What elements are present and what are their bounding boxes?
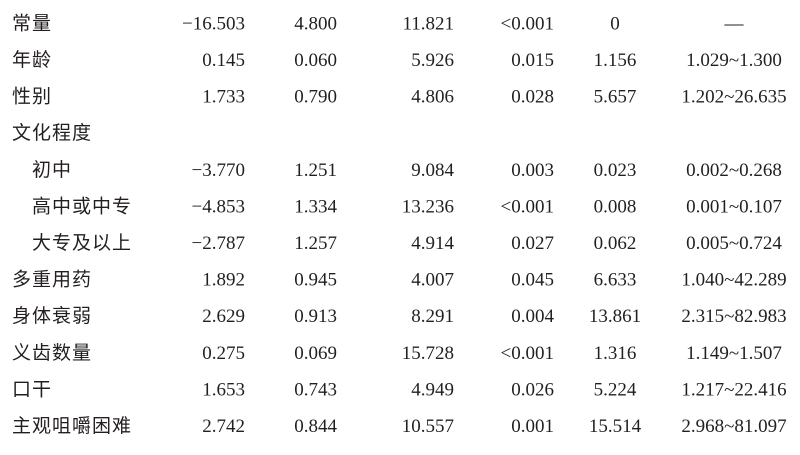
cell: 1.029~1.300 xyxy=(686,50,782,71)
cell: 0.743 xyxy=(294,379,337,400)
cell: 0.028 xyxy=(511,87,554,108)
cell: 1.156 xyxy=(594,50,637,71)
cell: 0.023 xyxy=(594,160,637,181)
cell: — xyxy=(724,13,745,34)
row-label: 身体衰弱 xyxy=(12,305,92,327)
row-label: 口干 xyxy=(12,379,52,400)
cell: 1.334 xyxy=(294,196,337,217)
cell: 13.861 xyxy=(589,306,641,327)
cell: 2.742 xyxy=(202,416,245,437)
cell: 1.251 xyxy=(294,160,337,181)
cell: 0.001 xyxy=(511,416,554,437)
cell: 0.005~0.724 xyxy=(686,233,782,254)
cell: 10.557 xyxy=(402,416,454,437)
cell: 1.316 xyxy=(594,343,637,364)
cell: 0.275 xyxy=(202,343,245,364)
cell: 1.149~1.507 xyxy=(686,343,782,364)
cell: 0.027 xyxy=(511,233,554,254)
cell: <0.001 xyxy=(501,13,554,34)
cell: 5.926 xyxy=(411,50,454,71)
cell: 0.145 xyxy=(202,50,245,71)
cell: 1.733 xyxy=(202,87,245,108)
cell: 0.062 xyxy=(594,233,637,254)
cell: 1.202~26.635 xyxy=(681,87,786,108)
cell: 0.008 xyxy=(594,196,637,217)
cell: 4.800 xyxy=(294,13,337,34)
cell: 1.892 xyxy=(202,270,245,291)
cell: −3.770 xyxy=(192,160,245,181)
cell: −4.853 xyxy=(192,196,245,217)
cell: 4.007 xyxy=(411,270,454,291)
row-label: 年龄 xyxy=(12,49,52,71)
cell: 11.821 xyxy=(402,13,454,34)
cell: 0.015 xyxy=(511,50,554,71)
cell: 0.003 xyxy=(511,160,554,181)
cell: 6.633 xyxy=(594,270,637,291)
cell: 0.026 xyxy=(511,379,554,400)
cell: 1.217~22.416 xyxy=(681,379,786,400)
cell: 0 xyxy=(610,13,620,34)
cell: −2.787 xyxy=(192,233,245,254)
cell: 13.236 xyxy=(402,196,454,217)
cell: 4.914 xyxy=(411,233,454,254)
cell: 0.004 xyxy=(511,306,554,327)
row-label: 初中 xyxy=(32,159,72,181)
cell: 5.657 xyxy=(594,87,637,108)
cell: 1.653 xyxy=(202,379,245,400)
row-label: 多重用药 xyxy=(12,269,92,291)
cell: 0.945 xyxy=(294,270,337,291)
cell: 8.291 xyxy=(411,306,454,327)
cell: 2.315~82.983 xyxy=(681,306,786,327)
row-label: 大专及以上 xyxy=(32,232,132,254)
cell: 9.084 xyxy=(411,160,454,181)
cell: <0.001 xyxy=(501,343,554,364)
row-label: 高中或中专 xyxy=(32,195,132,217)
row-label: 主观咀嚼困难 xyxy=(12,415,132,437)
cell: 0.002~0.268 xyxy=(686,160,782,181)
cell: 0.790 xyxy=(294,87,337,108)
cell: 0.844 xyxy=(294,416,337,437)
cell: 0.001~0.107 xyxy=(686,196,782,217)
cell: 2.629 xyxy=(202,306,245,327)
cell: 5.224 xyxy=(594,379,637,400)
cell: 0.069 xyxy=(294,343,337,364)
cell: 15.728 xyxy=(402,343,454,364)
cell: −16.503 xyxy=(182,13,245,34)
cell: <0.001 xyxy=(501,196,554,217)
cell: 1.257 xyxy=(294,233,337,254)
cell: 2.968~81.097 xyxy=(681,416,786,437)
cell: 4.949 xyxy=(411,379,454,400)
cell: 4.806 xyxy=(411,87,454,108)
row-label: 义齿数量 xyxy=(12,342,92,364)
row-label: 常量 xyxy=(12,12,52,34)
cell: 0.060 xyxy=(294,50,337,71)
cell: 0.913 xyxy=(294,306,337,327)
row-label: 文化程度 xyxy=(12,122,92,144)
cell: 0.045 xyxy=(511,270,554,291)
cell: 1.040~42.289 xyxy=(681,270,786,291)
cell: 15.514 xyxy=(589,416,642,437)
row-label: 性别 xyxy=(12,86,52,108)
